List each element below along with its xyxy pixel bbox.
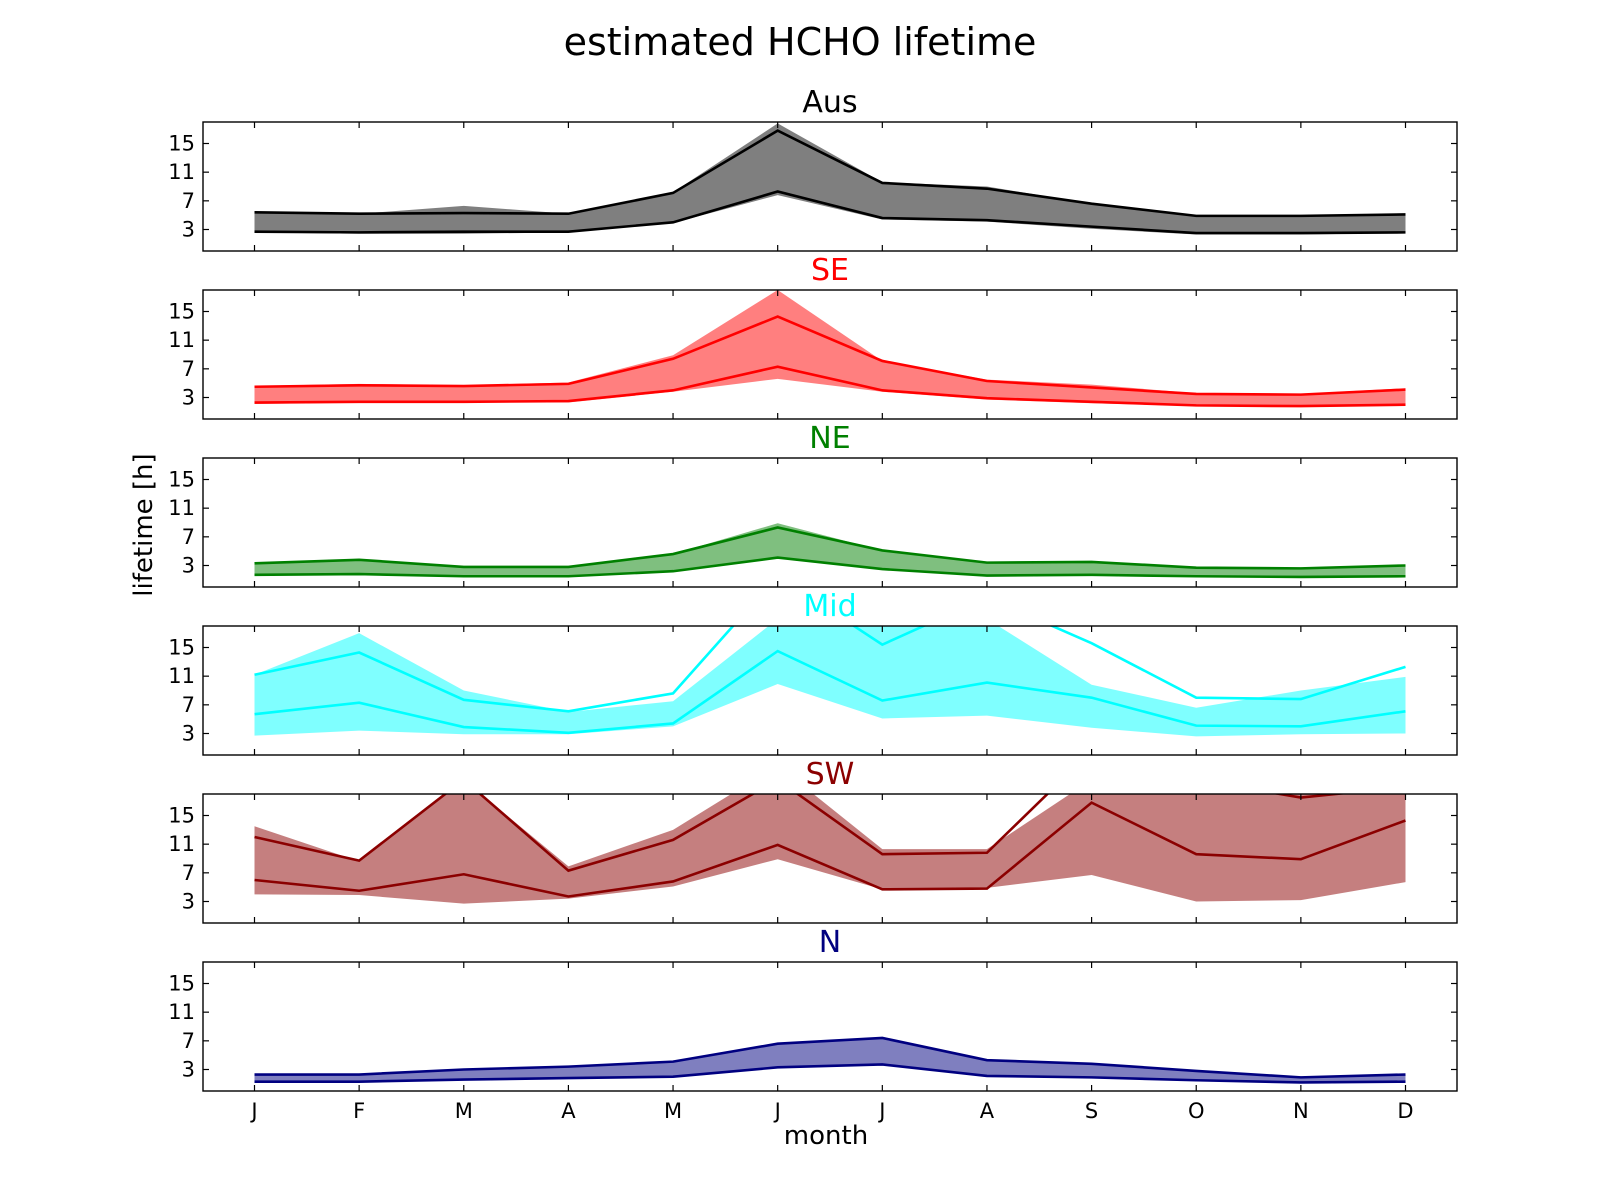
xtick-label: N	[1293, 1099, 1309, 1123]
line-upper-sw	[254, 794, 1349, 873]
x-axis-label: month	[784, 1121, 868, 1151]
axes-frame-aus	[202, 121, 1458, 252]
xtick-label: M	[664, 1099, 682, 1123]
ytick-label: 15	[168, 804, 195, 828]
ytick-label: 7	[182, 357, 195, 381]
line-upper-n	[254, 1036, 1406, 1079]
plot-area-aus	[254, 123, 1406, 235]
xtick-label: F	[353, 1099, 365, 1123]
line-lower-se	[254, 365, 1406, 408]
panel-sw: 3 7 11 15 SW	[168, 757, 1458, 924]
ytick-label: 15	[168, 468, 195, 492]
ytick-label: 3	[182, 554, 195, 578]
figure-title: estimated HCHO lifetime	[564, 20, 1037, 64]
xtick-label: J	[877, 1099, 885, 1123]
line-lower-ne	[254, 556, 1406, 579]
ytick-label: 3	[182, 890, 195, 914]
xtick-label: J	[249, 1099, 257, 1123]
xtick-label: O	[1188, 1099, 1205, 1123]
panel-title-aus: Aus	[802, 85, 857, 120]
ytick-label: 11	[168, 328, 195, 352]
xtick-label: D	[1397, 1099, 1413, 1123]
axes-frame-ne	[202, 457, 1458, 588]
panel-title-se: SE	[811, 253, 849, 288]
band-sw	[254, 794, 1406, 904]
ytick-label: 7	[182, 189, 195, 213]
line-lower-aus	[254, 190, 1406, 235]
ytick-label: 7	[182, 693, 195, 717]
line-lower-sw	[254, 801, 1406, 898]
ytick-label: 7	[182, 861, 195, 885]
xtick-label: A	[980, 1099, 995, 1123]
line-upper-se	[254, 315, 1406, 396]
axes-frame-se	[202, 289, 1458, 420]
ytick-label: 3	[182, 218, 195, 242]
axes-frame-sw	[202, 793, 1458, 924]
xtick-label: M	[455, 1099, 473, 1123]
line-lower-mid	[254, 649, 1406, 735]
ytick-label: 15	[168, 132, 195, 156]
ytick-label: 11	[168, 832, 195, 856]
axes-frame-n	[202, 961, 1458, 1092]
panel-title-ne: NE	[809, 421, 850, 456]
ytick-label: 7	[182, 1029, 195, 1053]
panel-mid: 3 7 11 15 Mid	[168, 589, 1458, 756]
panel-se: 3 7 11 15 SE	[168, 253, 1458, 420]
ytick-label: 3	[182, 722, 195, 746]
band-n	[254, 1037, 1406, 1083]
plot-area-sw	[254, 794, 1406, 904]
plot-area-n	[254, 1036, 1406, 1084]
panel-title-mid: Mid	[803, 589, 856, 624]
line-upper-aus	[254, 129, 1406, 218]
ytick-label: 11	[168, 160, 195, 184]
xtick-label: A	[561, 1099, 576, 1123]
ytick-label: 3	[182, 1058, 195, 1082]
plot-area-mid	[254, 626, 1406, 737]
plot-area-ne	[254, 523, 1406, 579]
panel-title-n: N	[819, 925, 841, 960]
panel-title-sw: SW	[806, 757, 855, 792]
band-se	[254, 290, 1406, 407]
panel-stack: 3 7 11 15 Aus 3 7 11 15 SE 3 7 11 15 NE 3 7 11 15 Mid 3 7 11 15…	[168, 85, 1458, 1123]
xtick-label: J	[773, 1099, 781, 1123]
plot-area-se	[254, 290, 1406, 408]
line-upper-mid	[254, 626, 1406, 713]
y-axis-label: lifetime [h]	[129, 453, 159, 596]
ytick-label: 3	[182, 386, 195, 410]
ytick-label: 7	[182, 525, 195, 549]
line-upper-ne	[254, 526, 1406, 570]
band-aus	[254, 123, 1406, 235]
ytick-label: 11	[168, 496, 195, 520]
ytick-label: 11	[168, 1000, 195, 1024]
panel-aus: 3 7 11 15 Aus	[168, 85, 1458, 252]
ytick-label: 15	[168, 636, 195, 660]
ytick-label: 15	[168, 972, 195, 996]
xtick-label: S	[1085, 1099, 1098, 1123]
panel-n: 3 7 11 15 J F M A M J J A S O N D N	[168, 925, 1458, 1123]
ytick-label: 15	[168, 300, 195, 324]
panel-ne: 3 7 11 15 NE	[168, 421, 1458, 588]
line-lower-n	[254, 1063, 1406, 1084]
ytick-label: 11	[168, 664, 195, 688]
axes-frame-mid	[202, 625, 1458, 756]
